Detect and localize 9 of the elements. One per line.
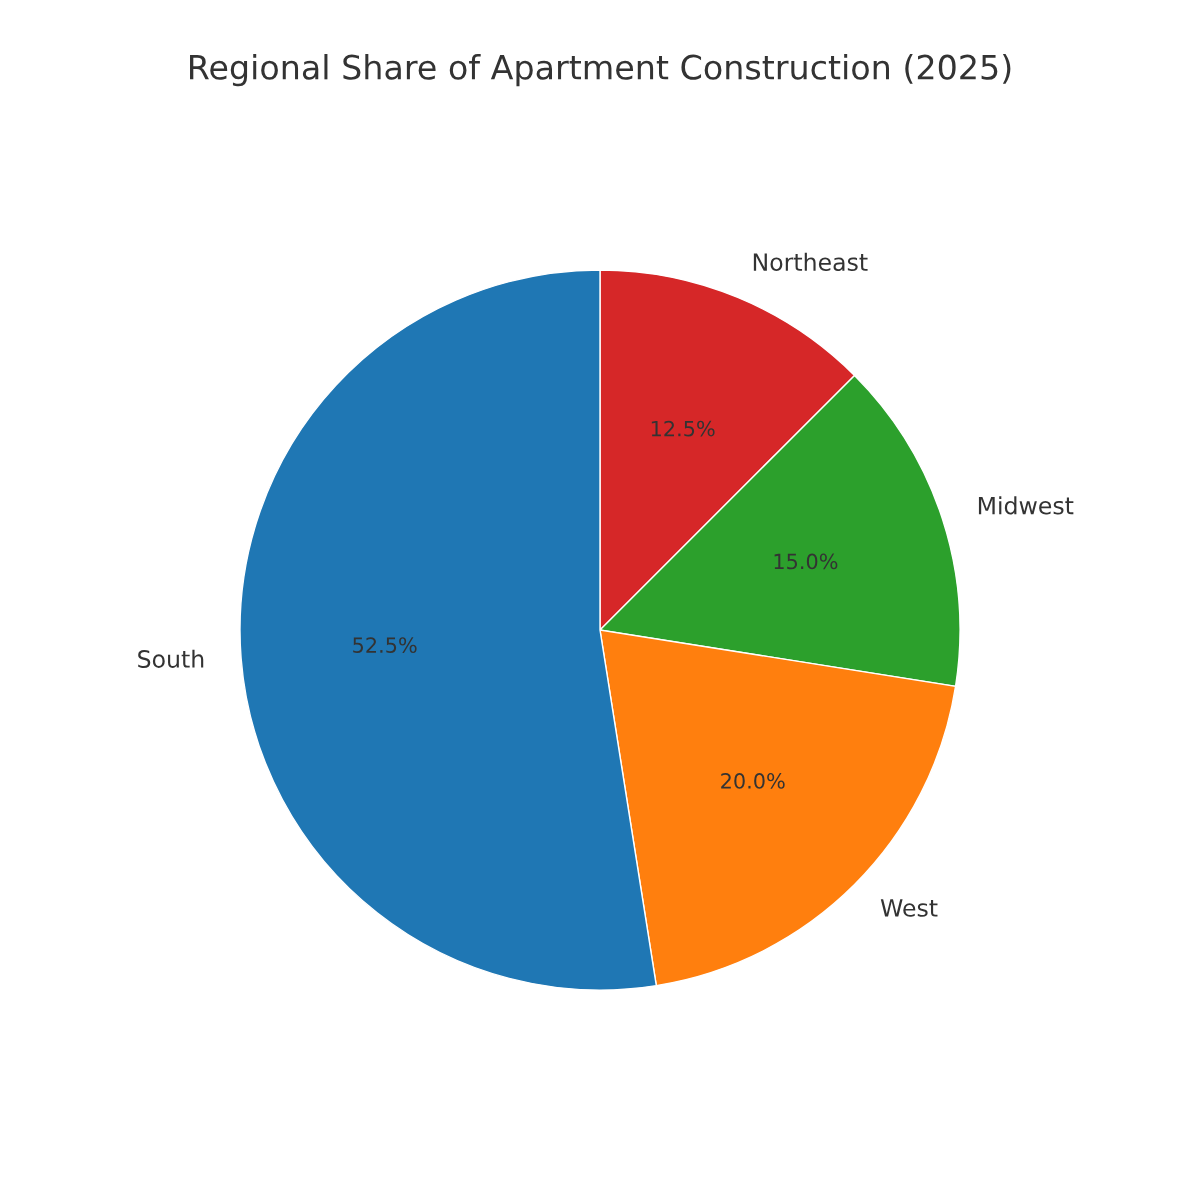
data-label: 12.5% — [651, 420, 715, 437]
data-label: 15.0% — [774, 553, 838, 570]
slice-label: South — [138, 649, 204, 668]
chart-title: Regional Share of Apartment Construction (2025) — [190, 54, 1011, 87]
slice-label: Northeast — [753, 252, 868, 271]
slice-label: Midwest — [978, 496, 1074, 515]
data-label: 20.0% — [721, 773, 785, 789]
data-label: 52.5% — [353, 637, 417, 653]
slice-label: West — [880, 899, 938, 917]
